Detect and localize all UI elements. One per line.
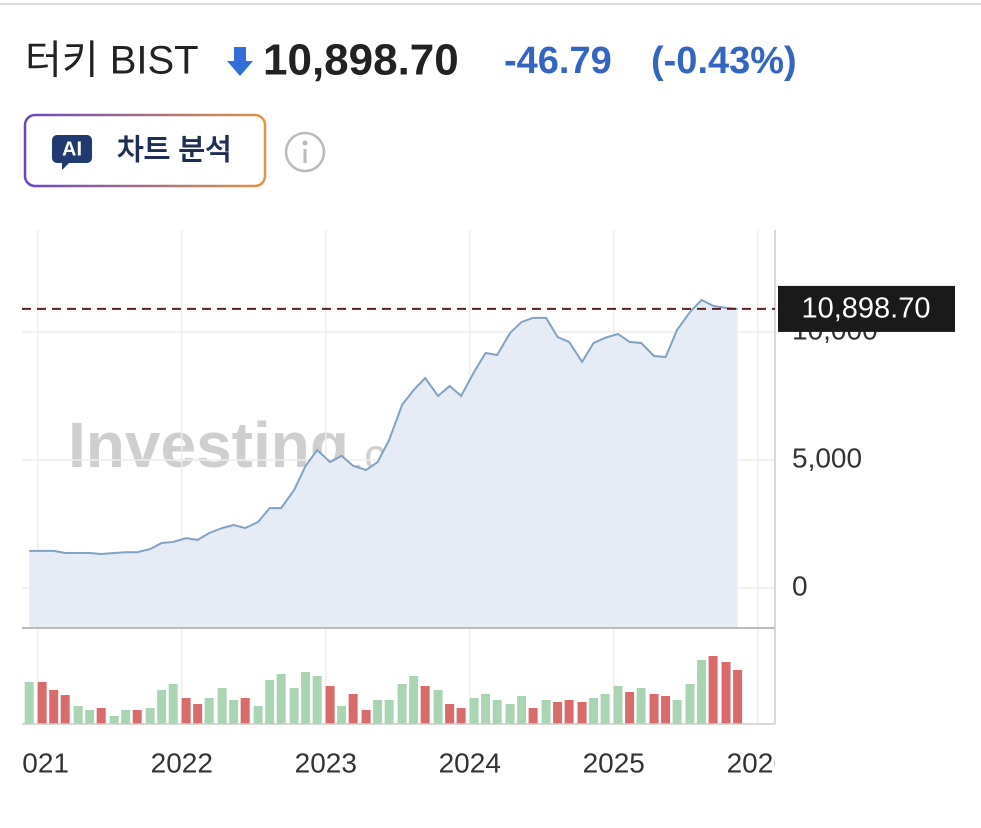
x-tick-label: 2021 xyxy=(7,747,69,778)
ai-button[interactable]: AI 차트 분석 xyxy=(23,113,267,188)
y-tick-label: 5,000 xyxy=(792,442,862,473)
volume-bar xyxy=(661,696,671,724)
volume-bar xyxy=(505,704,515,724)
volume-bar xyxy=(24,682,34,724)
volume-bar xyxy=(564,700,574,724)
volume-bar xyxy=(217,688,227,724)
volume-bar xyxy=(541,700,551,724)
volume-bar xyxy=(445,704,455,724)
volume-bar xyxy=(204,698,214,724)
info-icon[interactable] xyxy=(284,131,326,173)
volume-bar xyxy=(109,716,119,724)
volume-bar xyxy=(37,682,47,724)
volume-bar xyxy=(613,686,623,724)
volume-bar xyxy=(528,708,538,724)
info-circle xyxy=(284,131,326,173)
x-tick-label: 2026 xyxy=(727,747,789,778)
x-tick-label: 2024 xyxy=(439,747,501,778)
button-frame xyxy=(23,113,267,188)
volume-bar xyxy=(636,688,646,724)
volume-bar xyxy=(85,710,95,724)
volume-bar xyxy=(276,674,286,724)
volume-bar xyxy=(589,698,599,724)
volume-bar xyxy=(73,706,83,724)
volume-bar xyxy=(193,704,203,724)
volume-bar xyxy=(456,708,466,724)
volume-bar xyxy=(253,706,263,724)
volume-bar xyxy=(625,692,635,724)
last-price-label: 10,898.70 xyxy=(801,293,930,325)
info-dot xyxy=(302,140,308,146)
volume-bar xyxy=(348,694,358,724)
price: 10,898.70 xyxy=(263,36,459,85)
volume-bar xyxy=(132,710,142,724)
volume-bar xyxy=(409,676,419,724)
ai-badge-shape xyxy=(52,135,92,170)
volume-bar xyxy=(289,688,299,724)
last-price-box xyxy=(778,285,955,332)
volume-bar xyxy=(361,710,371,724)
volume-bar xyxy=(721,662,731,724)
volume-bar xyxy=(397,684,407,724)
volume-bar xyxy=(649,694,659,724)
volume-bar xyxy=(708,656,718,724)
watermark: Investing xyxy=(68,409,349,481)
volume-bar xyxy=(265,680,275,724)
volume-bar xyxy=(553,702,563,724)
volume-bar xyxy=(517,696,527,724)
volume-bar xyxy=(157,690,167,724)
change-percent: (-0.43%) xyxy=(651,40,797,82)
x-tick-labels: 2021 2022 2023 2024 2025 2026 xyxy=(7,747,789,778)
area-fill xyxy=(29,299,738,628)
volume-bar xyxy=(49,690,59,724)
volume-bar xyxy=(685,684,695,724)
volume-bar xyxy=(337,706,347,724)
volume-bar xyxy=(433,690,443,724)
volume-bar xyxy=(492,700,502,724)
change: -46.79 xyxy=(504,40,612,82)
volume-bar xyxy=(420,686,430,724)
ai-badge: AI xyxy=(62,138,82,160)
volume-bar xyxy=(384,700,394,724)
volume-bar xyxy=(697,660,707,724)
volume-bar xyxy=(733,670,743,724)
volume-bar xyxy=(469,698,479,724)
volume-bar xyxy=(481,694,491,724)
volume-bar xyxy=(325,686,335,724)
price-line xyxy=(29,298,738,555)
button-label: 차트 분석 xyxy=(117,134,232,167)
x-tick-label: 2025 xyxy=(583,747,645,778)
volume-bar xyxy=(672,700,682,724)
x-tick-label: 2022 xyxy=(151,747,213,778)
volume-bar xyxy=(577,702,587,724)
volume-bar xyxy=(373,700,383,724)
volume-bar xyxy=(312,676,322,724)
volume-bar xyxy=(240,698,250,724)
volume-bar xyxy=(121,710,131,724)
volume-bar xyxy=(168,684,178,724)
volume-bar xyxy=(301,672,311,724)
volume-bar xyxy=(60,695,70,724)
title: 터키 BIST xyxy=(25,39,199,83)
y-tick-label: 0 xyxy=(792,570,808,601)
down-arrow-icon xyxy=(227,47,253,76)
volume-bar xyxy=(600,694,610,724)
x-tick-label: 2023 xyxy=(295,747,357,778)
volume-bar xyxy=(181,698,191,724)
volume-bar xyxy=(96,708,106,724)
volume-bar xyxy=(229,700,239,724)
volume-bar xyxy=(145,708,155,724)
